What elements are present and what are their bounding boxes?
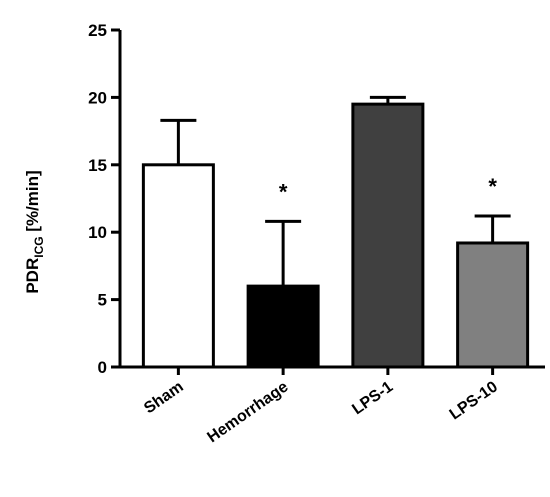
y-axis-title-main: PDR xyxy=(23,258,42,294)
bar-lps-10 xyxy=(456,241,530,369)
significance-marker-3: * xyxy=(488,174,497,199)
y-axis-title-unit: [%/min] xyxy=(23,170,42,236)
significance-marker-1: * xyxy=(279,179,288,204)
bar-hemorrhage xyxy=(246,284,320,369)
plot-area: 0 5 10 15 20 25 Sham Hemorrhage * LPS-1 LPS-10 * xyxy=(88,21,545,446)
y-tick-label-0: 0 xyxy=(98,358,107,377)
x-tick-label-2: LPS-1 xyxy=(349,378,396,418)
x-tick-label-3: LPS-10 xyxy=(447,378,501,423)
y-tick-label-4: 20 xyxy=(88,88,107,107)
y-tick-label-5: 25 xyxy=(88,21,107,40)
y-tick-label-3: 15 xyxy=(88,156,107,175)
bar-sham xyxy=(141,163,215,369)
y-axis-title-subscript: ICG xyxy=(32,236,46,257)
x-tick-label-1: Hemorrhage xyxy=(204,378,291,446)
y-tick-label-2: 10 xyxy=(88,223,107,242)
y-tick-label-1: 5 xyxy=(98,291,107,310)
bar-lps-1 xyxy=(351,102,425,369)
x-tick-label-0: Sham xyxy=(141,378,186,417)
y-axis-title: PDRICG [%/min] xyxy=(23,170,46,293)
